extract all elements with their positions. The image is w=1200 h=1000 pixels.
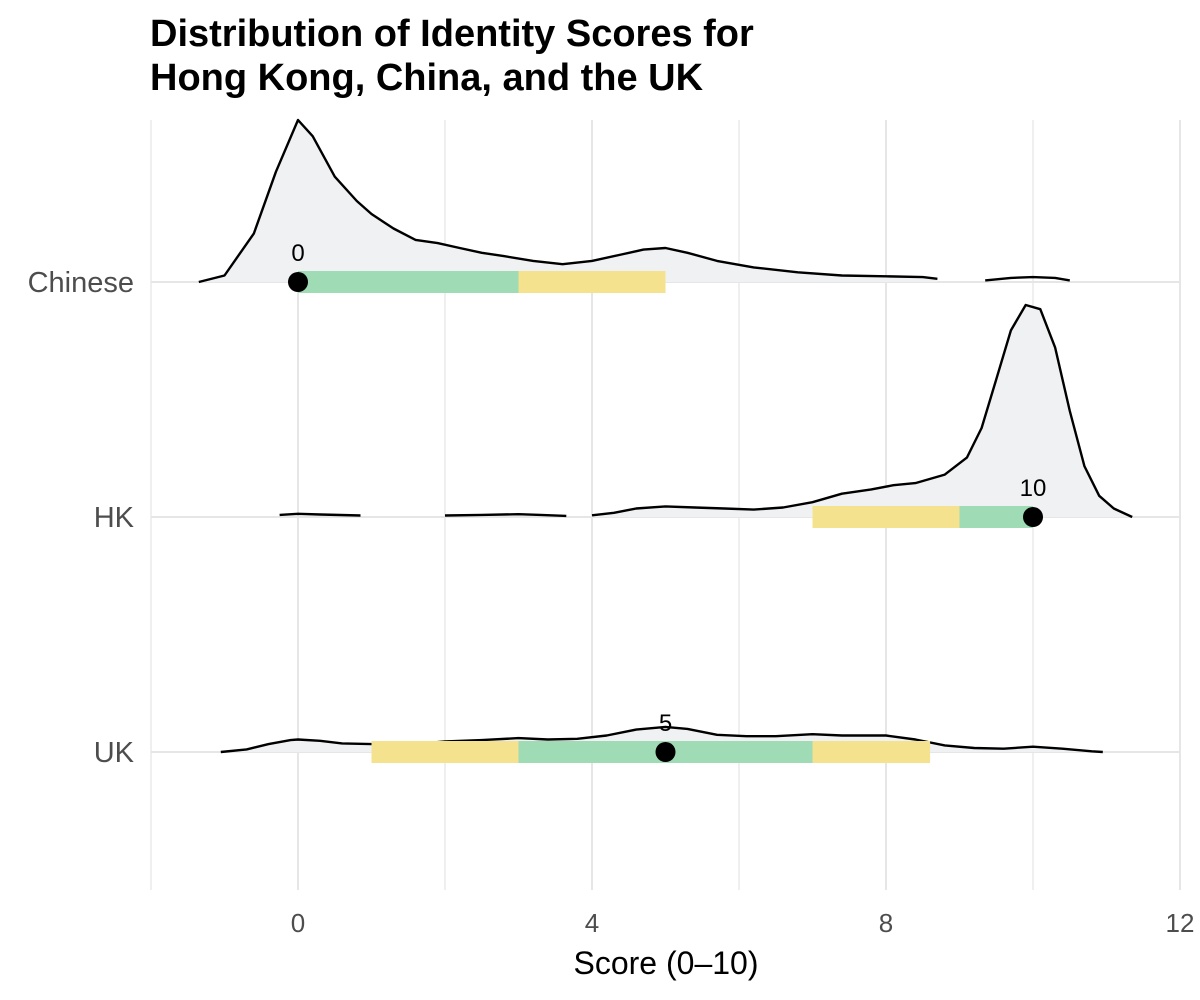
x-tick-label: 8 [879,908,893,938]
ridge-layer: 0 10 5 [198,118,1133,763]
x-tick-label: 0 [291,908,305,938]
interval-bar-iqr-chinese [298,271,519,293]
density-curve-hk [279,512,361,517]
density-curve-chinese [985,275,1071,282]
y-tick-label-uk: UK [94,737,135,769]
x-tick-label: 12 [1166,908,1195,938]
x-tick-label: 4 [585,908,599,938]
median-point-chinese [288,272,308,292]
chart-title-line-2: Hong Kong, China, and the UK [150,57,704,99]
density-curve-hk [444,513,567,518]
chart-title-line-1: Distribution of Identity Scores for [150,13,754,55]
axis-layer: 0 4 8 12 Chinese HK UK [28,267,1195,938]
y-tick-label-chinese: Chinese [28,267,134,299]
x-axis-label: Score (0–10) [574,945,759,981]
interval-bar-iqr-hk [959,506,1033,528]
density-fill-chinese [198,120,938,282]
density-fill-hk [592,305,1133,517]
density-curve-chinese [198,118,938,284]
chart-title: Distribution of Identity Scores for Hong… [150,12,1150,100]
density-curve-uk [220,725,1103,754]
median-label-chinese: 0 [291,240,304,267]
median-point-uk [655,742,676,762]
density-curve-hk [591,303,1133,519]
median-label-hk: 10 [1020,475,1047,502]
y-tick-label-hk: HK [94,502,135,534]
median-label-uk: 5 [659,710,672,737]
median-point-hk [1023,507,1043,527]
